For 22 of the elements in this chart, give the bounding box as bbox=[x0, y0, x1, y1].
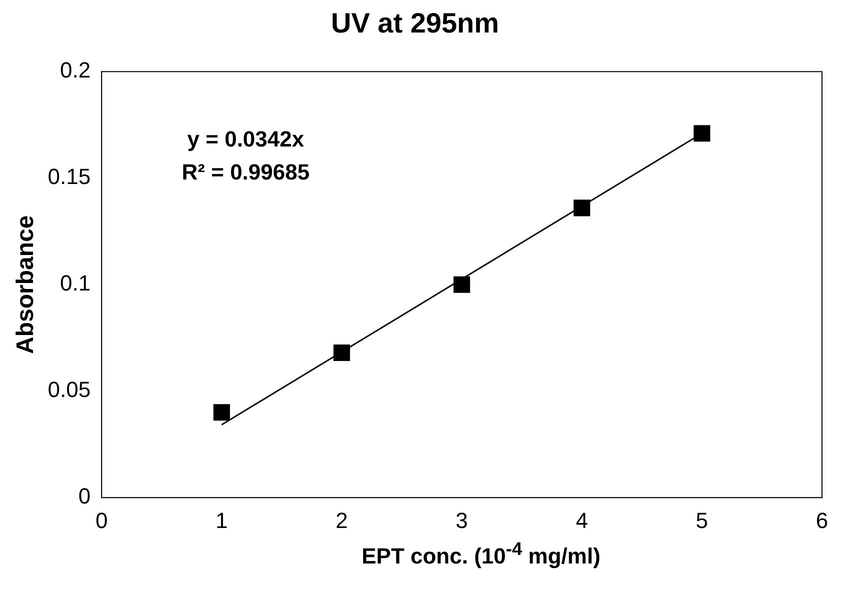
point bbox=[454, 276, 470, 293]
y-tick-label: 0.05 bbox=[48, 377, 91, 402]
chart-title: UV at 295nm bbox=[330, 8, 500, 39]
point bbox=[694, 125, 710, 142]
y-tick-label: 0.15 bbox=[48, 164, 91, 190]
x-tick-label: 5 bbox=[696, 508, 708, 533]
y-tick-label: 0.2 bbox=[60, 58, 91, 83]
x-tick-label: 4 bbox=[576, 508, 588, 533]
y-axis-title: Absorbance bbox=[12, 215, 40, 354]
annotation: y = 0.0342x bbox=[187, 126, 305, 152]
x-tick-label: 1 bbox=[216, 508, 228, 533]
point bbox=[213, 404, 230, 421]
point bbox=[333, 344, 350, 362]
x-tick-label: 2 bbox=[336, 508, 348, 533]
x-tick-label: 3 bbox=[456, 508, 468, 533]
y-tick-label: 0 bbox=[78, 484, 91, 509]
x-tick-label: 0 bbox=[95, 508, 108, 533]
y-tick-label: 0.1 bbox=[60, 270, 91, 296]
x-tick-label: 6 bbox=[816, 508, 828, 533]
annotation: R² = 0.99685 bbox=[182, 160, 310, 185]
x-axis-title: EPT conc. (10$^{-4}$ mg/ml) bbox=[360, 538, 602, 570]
point bbox=[574, 200, 590, 216]
